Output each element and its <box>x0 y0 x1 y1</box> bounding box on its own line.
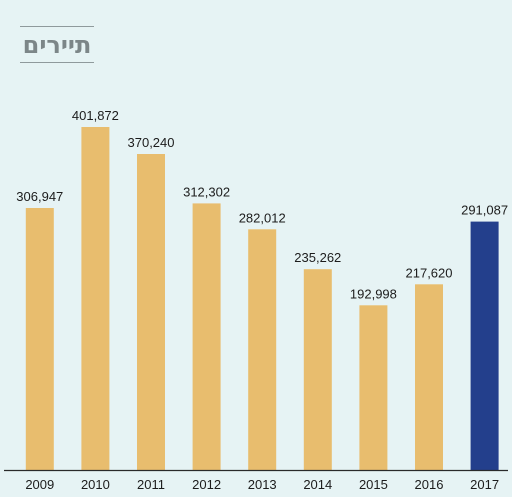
x-tick-2014: 2014 <box>303 477 332 492</box>
value-label-2016: 217,620 <box>406 265 453 280</box>
bar-2011 <box>137 154 165 470</box>
x-tick-2016: 2016 <box>415 477 444 492</box>
x-tick-2010: 2010 <box>81 477 110 492</box>
value-label-2013: 282,012 <box>239 210 286 225</box>
x-tick-2013: 2013 <box>248 477 277 492</box>
bar-2009 <box>25 208 54 470</box>
value-label-2012: 312,302 <box>183 184 230 199</box>
bar-2017 <box>470 221 499 470</box>
bar-2016 <box>415 284 443 470</box>
value-label-2015: 192,998 <box>350 286 397 301</box>
x-tick-2009: 2009 <box>25 477 54 492</box>
x-tick-2012: 2012 <box>192 477 221 492</box>
chart-title-frame: תיירים <box>20 26 94 63</box>
x-tick-labels-group: 2009 2010 2011 2012 2013 2014 2015 2016 2017 <box>25 477 499 492</box>
bar-2015 <box>359 305 388 470</box>
value-label-2014: 235,262 <box>294 250 341 265</box>
x-tick-2015: 2015 <box>359 477 388 492</box>
x-tick-2011: 2011 <box>137 477 165 492</box>
bar-2012 <box>192 203 221 470</box>
value-label-2010: 401,872 <box>72 108 119 123</box>
x-tick-2017: 2017 <box>470 477 499 492</box>
value-label-2011: 370,240 <box>128 135 175 150</box>
bar-2014 <box>303 269 332 470</box>
bars-group <box>25 127 499 470</box>
chart-title: תיירים <box>22 31 92 59</box>
bar-2013 <box>248 229 277 470</box>
value-labels-group: 306,947 401,872 370,240 312,302 282,012 235,2… <box>16 108 508 301</box>
value-label-2009: 306,947 <box>16 189 63 204</box>
bar-2010 <box>81 127 110 470</box>
value-label-2017: 291,087 <box>461 203 508 218</box>
